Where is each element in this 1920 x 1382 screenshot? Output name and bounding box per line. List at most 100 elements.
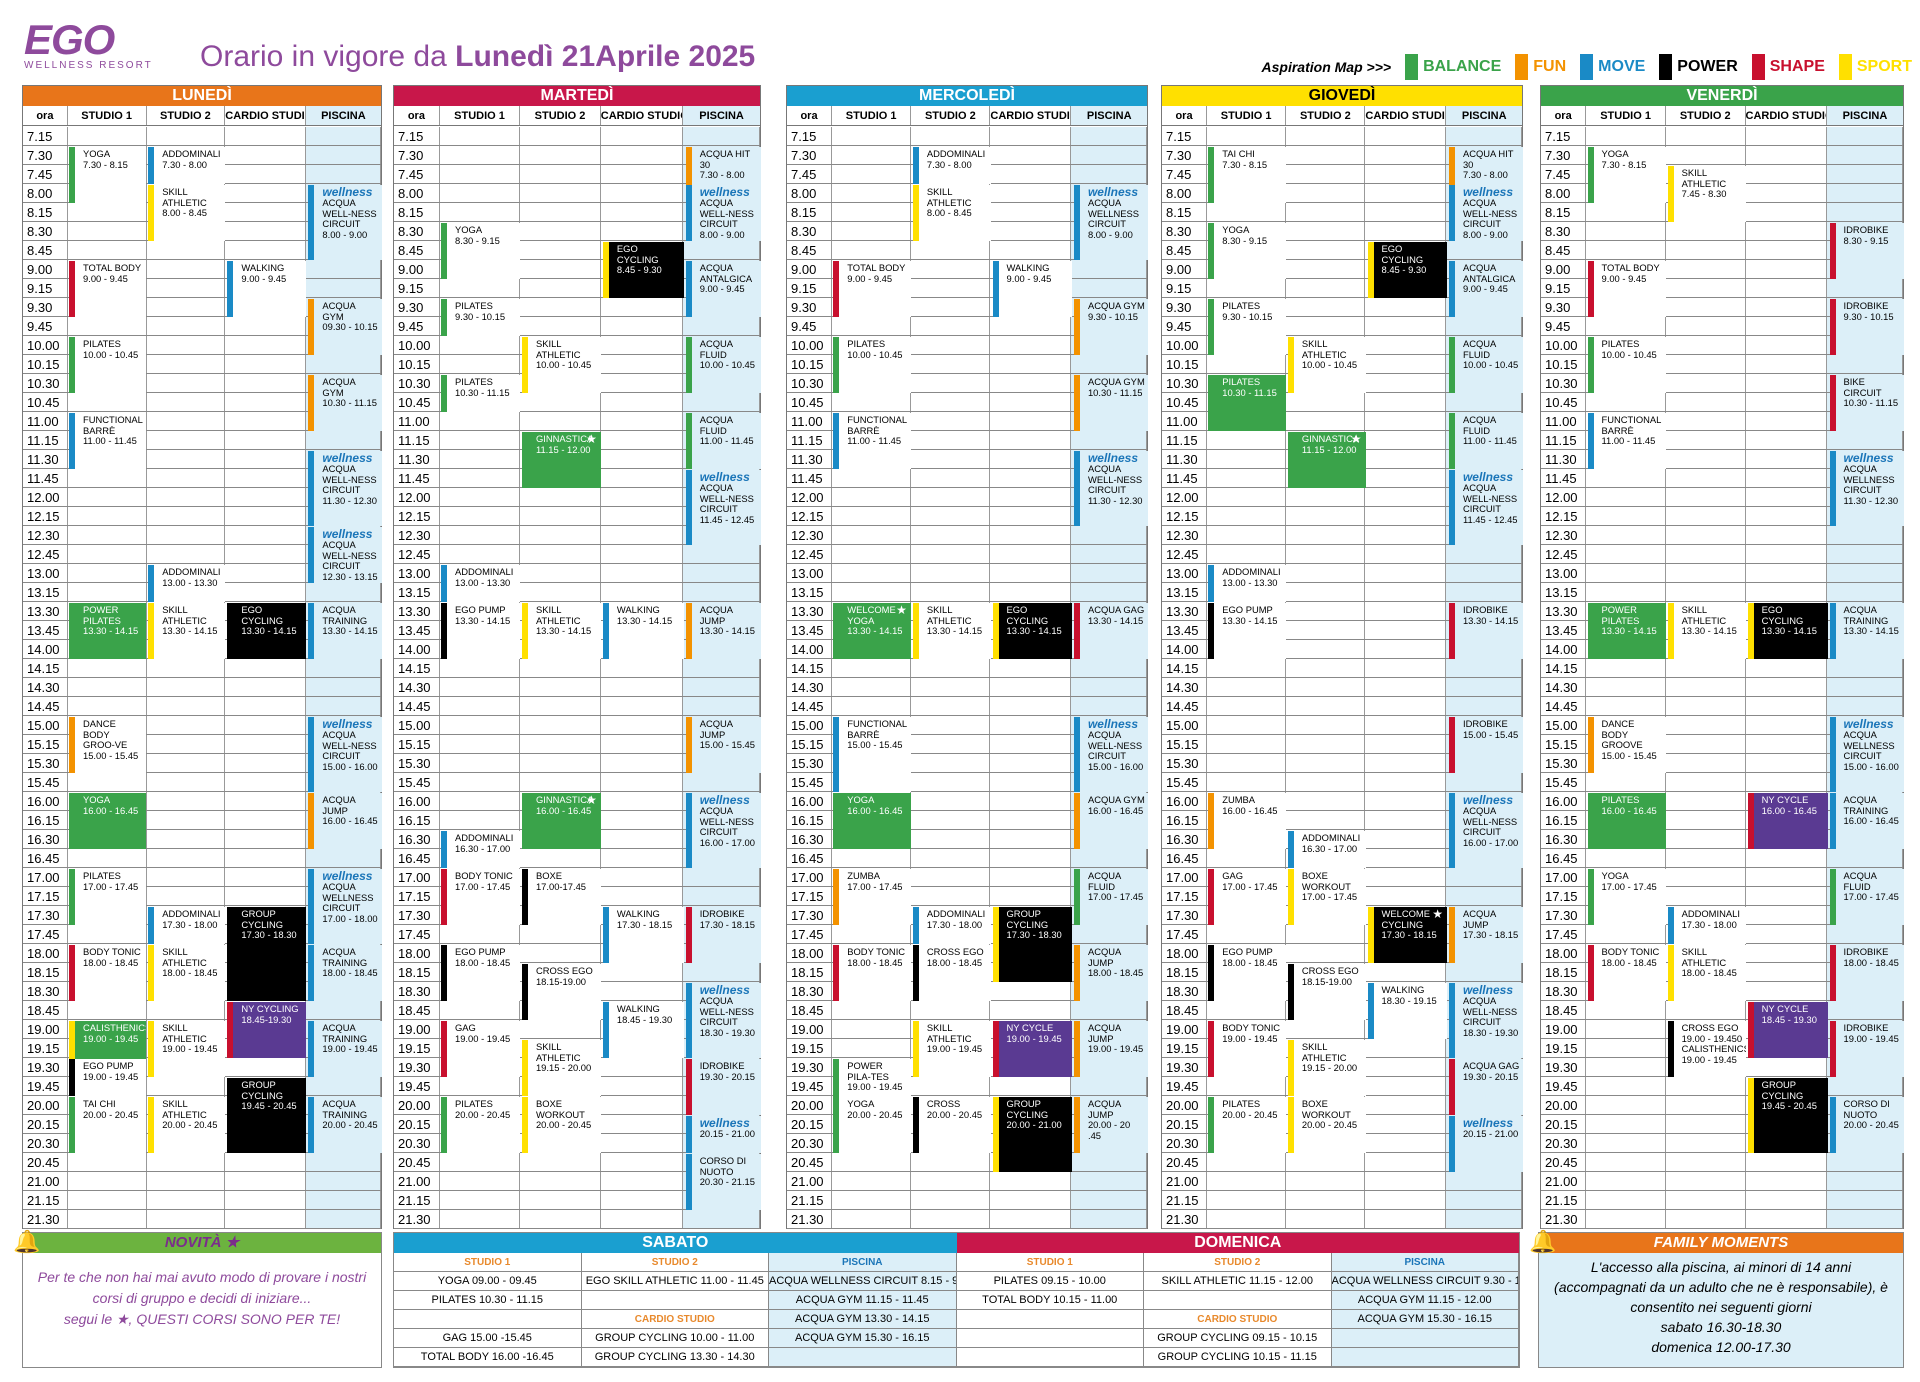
class-block[interactable]: EGO CYCLING 13.30 - 14.15 (992, 603, 1072, 659)
class-block[interactable]: BODY TONIC 18.00 - 18.45 (833, 945, 911, 1001)
class-block[interactable]: ZUMBA 16.00 - 16.45 (1208, 793, 1286, 849)
class-block[interactable]: NY CYCLE 19.00 - 19.45 (992, 1021, 1072, 1077)
class-block[interactable]: ACQUA TRAINING 13.30 - 14.15 (308, 603, 382, 659)
class-block[interactable]: wellness ACQUA WELLNESS CIRCUIT 11.30 - 12… (1829, 451, 1904, 526)
class-block[interactable]: IDROBIKE 17.30 - 18.15 (685, 907, 761, 963)
class-block[interactable]: ACQUA ANTALGICA 9.00 - 9.45 (1448, 261, 1523, 317)
class-block[interactable]: TOTAL BODY 9.00 - 9.45 (1587, 261, 1666, 317)
class-block[interactable]: wellness ACQUA WELL-NESS CIRCUIT 18.30 - 1… (1448, 983, 1523, 1058)
class-block[interactable]: ACQUA JUMP 15.00 - 15.45 (685, 717, 761, 773)
class-block[interactable]: YOGA 8.30 - 9.15 (441, 223, 520, 279)
class-block[interactable]: YOGA 17.00 - 17.45 (1587, 869, 1666, 925)
class-block[interactable]: POWER PILATES 13.30 - 14.15 (69, 603, 147, 659)
class-block[interactable]: ADDOMINALI 16.30 - 17.00 (1287, 831, 1366, 868)
class-block[interactable]: GAG 19.00 - 19.45 (441, 1021, 520, 1077)
class-block[interactable]: GINNASTICA 16.00 - 16.45 ★ (521, 793, 601, 849)
class-block[interactable]: ADDOMINALI 17.30 - 18.00 (148, 907, 226, 944)
class-block[interactable]: FUNCTIONAL BARRÈ 11.00 - 11.45 (1587, 413, 1666, 469)
class-block[interactable]: GROUP CYCLING 19.45 - 20.45 (227, 1078, 307, 1153)
class-block[interactable]: ACQUA FLUID 17.00 - 17.45 (1829, 869, 1904, 925)
class-block[interactable]: ACQUA JUMP 13.30 - 14.15 (685, 603, 761, 659)
class-block[interactable]: NY CYCLE 18.45 - 19.30 (1747, 1002, 1828, 1058)
class-block[interactable]: PILATES 9.30 - 10.15 (441, 299, 520, 336)
class-block[interactable]: IDROBIKE 18.00 - 18.45 (1829, 945, 1904, 1001)
class-block[interactable]: EGO CYCLING 8.45 - 9.30 (1367, 242, 1447, 298)
class-block[interactable]: FUNCTIONAL BARRÈ 11.00 - 11.45 (833, 413, 911, 469)
class-block[interactable]: SKILL ATHLETIC 13.30 - 14.15 (1667, 603, 1746, 659)
class-block[interactable]: ADDOMINALI 17.30 - 18.00 (1667, 907, 1746, 944)
class-block[interactable]: PILATES 17.00 - 17.45 (69, 869, 147, 925)
class-block[interactable]: ACQUA TRAINING 18.00 - 18.45 (308, 945, 382, 1001)
class-block[interactable]: SKILL ATHLETIC 19.00 - 19.45 (148, 1021, 226, 1077)
class-block[interactable]: ACQUA TRAINING 16.00 - 16.45 (1829, 793, 1904, 849)
class-block[interactable]: ACQUA TRAINING 19.00 - 19.45 (308, 1021, 382, 1077)
class-block[interactable]: PILATES 10.00 - 10.45 (833, 337, 911, 393)
class-block[interactable]: WALKING 9.00 - 9.45 (227, 261, 307, 317)
class-block[interactable]: wellness ACQUA WELL-NESS CIRCUIT 8.00 - 9.… (685, 185, 761, 241)
class-block[interactable]: BODY TONIC 19.00 - 19.45 (1208, 1021, 1286, 1077)
class-block[interactable]: PILATES 10.00 - 10.45 (69, 337, 147, 393)
class-block[interactable]: CORSO DI NUOTO 20.30 - 21.15 (685, 1154, 761, 1210)
class-block[interactable]: ACQUA GAG 13.30 - 14.15 (1073, 603, 1148, 659)
class-block[interactable]: BOXE WORKOUT 20.00 - 20.45 (521, 1097, 601, 1153)
class-block[interactable]: ACQUA GYM 9.30 - 10.15 (1073, 299, 1148, 355)
class-block[interactable]: YOGA 16.00 - 16.45 (833, 793, 911, 849)
class-block[interactable]: IDROBIKE 19.30 - 20.15 (685, 1059, 761, 1115)
class-block[interactable]: wellness 20.15 - 21.00 (1448, 1116, 1523, 1172)
class-block[interactable]: TOTAL BODY 9.00 - 9.45 (69, 261, 147, 317)
class-block[interactable]: wellness ACQUA WELL-NESS CIRCUIT 15.00 - 1… (1073, 717, 1148, 792)
class-block[interactable]: BODY TONIC 18.00 - 18.45 (1587, 945, 1666, 1001)
class-block[interactable]: PILATES 10.00 - 10.45 (1587, 337, 1666, 393)
class-block[interactable]: ADDOMINALI 13.00 - 13.30 (1208, 565, 1286, 602)
class-block[interactable]: WELCOME CYCLING 17.30 - 18.15 ★ (1367, 907, 1447, 963)
class-block[interactable]: SKILL ATHLETIC 18.00 - 18.45 (148, 945, 226, 1001)
class-block[interactable]: SKILL ATHLETIC 13.30 - 14.15 (521, 603, 601, 659)
class-block[interactable]: ACQUA FLUID 11.00 - 11.45 (1448, 413, 1523, 469)
class-block[interactable]: POWER PILATES 13.30 - 14.15 (1587, 603, 1666, 659)
class-block[interactable]: ACQUA JUMP 20.00 - 20 .45 (1073, 1097, 1148, 1153)
class-block[interactable]: GINNASTICA 11.15 - 12.00 ★ (521, 432, 601, 488)
class-block[interactable]: PILATES 20.00 - 20.45 (441, 1097, 520, 1153)
class-block[interactable]: wellness ACQUA WELL-NESS CIRCUIT 11.30 - 1… (308, 451, 382, 526)
class-block[interactable]: ACQUA GYM 10.30 - 11.15 (1073, 375, 1148, 431)
class-block[interactable]: IDROBIKE 13.30 - 14.15 (1448, 603, 1523, 659)
class-block[interactable]: SKILL ATHLETIC 7.45 - 8.30 (1667, 166, 1746, 222)
class-block[interactable]: wellness ACQUA WELL-NESS CIRCUIT 12.30 - 1… (308, 527, 382, 583)
class-block[interactable]: wellness ACQUA WELL-NESS CIRCUIT 16.00 - 1… (1448, 793, 1523, 868)
class-block[interactable]: CROSS EGO 18.15-19.00 (1287, 964, 1366, 1020)
class-block[interactable]: SKILL ATHLETIC 13.30 - 14.15 (912, 603, 991, 659)
class-block[interactable]: YOGA 16.00 - 16.45 (69, 793, 147, 849)
class-block[interactable]: wellness ACQUA WELL-NESS CIRCUIT 11.30 - 1… (1073, 451, 1148, 526)
class-block[interactable]: wellness ACQUA WELL-NESS CIRCUIT 15.00 - 1… (308, 717, 382, 792)
class-block[interactable]: wellness ACQUA WELLNESS CIRCUIT 17.00 - 18… (308, 869, 382, 944)
class-block[interactable]: WALKING 18.45 - 19.30 (602, 1002, 684, 1058)
class-block[interactable]: ACQUA GYM 16.00 - 16.45 (1073, 793, 1148, 849)
class-block[interactable]: CROSS EGO 19.00 - 19.450 CALISTHENICS 19.… (1667, 1021, 1746, 1077)
class-block[interactable]: ACQUA FLUID 11.00 - 11.45 (685, 413, 761, 469)
class-block[interactable]: ADDOMINALI 13.00 - 13.30 (441, 565, 520, 602)
class-block[interactable]: PILATES 9.30 - 10.15 (1208, 299, 1286, 355)
class-block[interactable]: TAI CHI 20.00 - 20.45 (69, 1097, 147, 1153)
class-block[interactable]: ACQUA JUMP 16.00 - 16.45 (308, 793, 382, 849)
class-block[interactable]: EGO PUMP 19.00 - 19.45 (69, 1059, 147, 1096)
class-block[interactable]: SKILL ATHLETIC 13.30 - 14.15 (148, 603, 226, 659)
class-block[interactable]: DANCE BODY GROOVE 15.00 - 15.45 (1587, 717, 1666, 773)
class-block[interactable]: CROSS EGO 18.00 - 18.45 (912, 945, 991, 1001)
class-block[interactable]: ADDOMINALI 16.30 - 17.00 (441, 831, 520, 868)
class-block[interactable]: TAI CHI 7.30 - 8.15 (1208, 147, 1286, 203)
class-block[interactable]: GROUP CYCLING 17.30 - 18.30 (992, 907, 1072, 982)
class-block[interactable]: GAG 17.00 - 17.45 (1208, 869, 1286, 925)
class-block[interactable]: ACQUA GYM 09.30 - 10.15 (308, 299, 382, 355)
class-block[interactable]: wellness ACQUA WELL-NESS CIRCUIT 8.00 - 9.… (1448, 185, 1523, 241)
class-block[interactable]: EGO PUMP 18.00 - 18.45 (1208, 945, 1286, 1001)
class-block[interactable]: SKILL ATHLETIC 19.15 - 20.00 (521, 1040, 601, 1096)
class-block[interactable]: ACQUA FLUID 10.00 - 10.45 (685, 337, 761, 393)
class-block[interactable]: ACQUA ANTALGICA 9.00 - 9.45 (685, 261, 761, 317)
class-block[interactable]: FUNCTIONAL BARRÈ 11.00 - 11.45 (69, 413, 147, 469)
class-block[interactable]: CORSO DI NUOTO 20.00 - 20.45 (1829, 1097, 1904, 1153)
class-block[interactable]: ADDOMINALI 7.30 - 8.00 (912, 147, 991, 184)
class-block[interactable]: IDROBIKE 15.00 - 15.45 (1448, 717, 1523, 773)
class-block[interactable]: SKILL ATHLETIC 18.00 - 18.45 (1667, 945, 1746, 1001)
class-block[interactable]: WALKING 18.30 - 19.15 (1367, 983, 1447, 1039)
class-block[interactable]: ADDOMINALI 13.00 - 13.30 (148, 565, 226, 602)
